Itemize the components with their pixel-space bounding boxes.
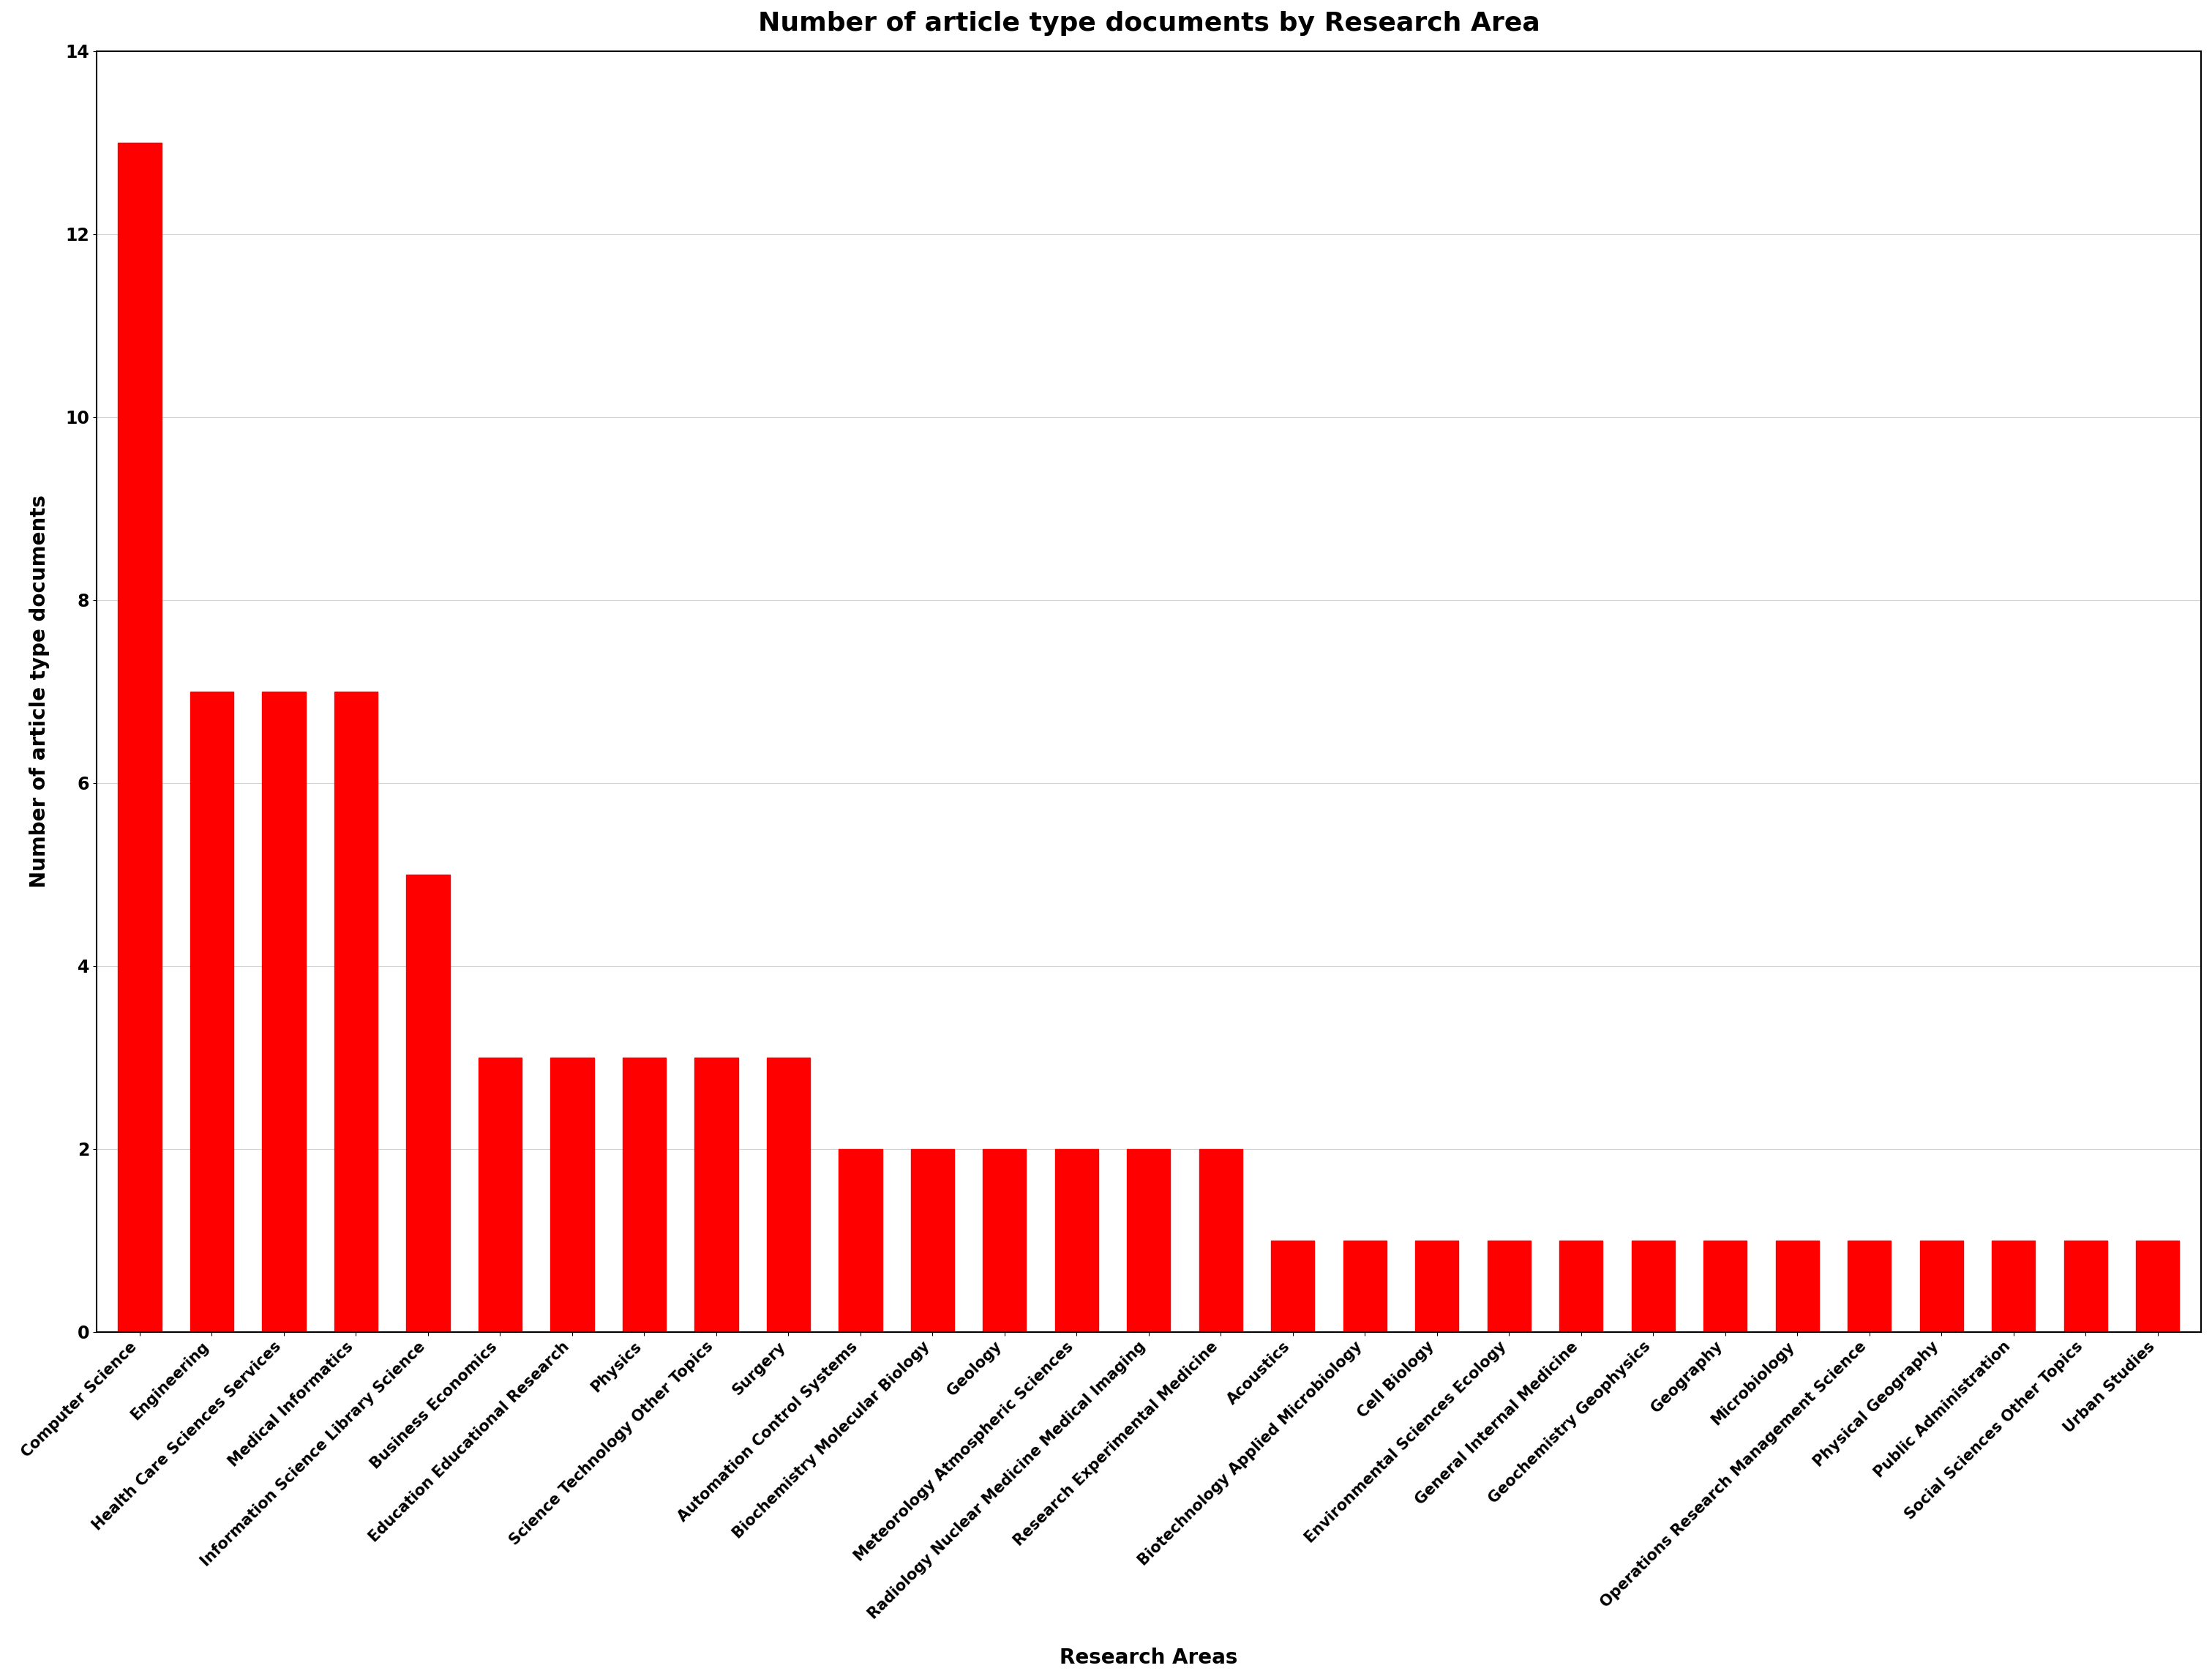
Bar <box>334 692 378 1331</box>
Title: Number of article type documents by Research Area: Number of article type documents by Rese… <box>759 12 1540 35</box>
Bar <box>478 1058 522 1331</box>
Bar <box>838 1148 883 1331</box>
Bar <box>1847 1241 1891 1331</box>
Bar <box>551 1058 593 1331</box>
Bar <box>1703 1241 1747 1331</box>
Bar <box>695 1058 739 1331</box>
Bar <box>1128 1148 1170 1331</box>
Bar <box>768 1058 810 1331</box>
Bar <box>2064 1241 2108 1331</box>
Bar <box>1632 1241 1674 1331</box>
Bar <box>117 143 161 1331</box>
Bar <box>982 1148 1026 1331</box>
Y-axis label: Number of article type documents: Number of article type documents <box>29 495 51 888</box>
X-axis label: Research Areas: Research Areas <box>1060 1647 1239 1667</box>
Bar <box>263 692 305 1331</box>
Bar <box>190 692 234 1331</box>
Bar <box>911 1148 953 1331</box>
Bar <box>1272 1241 1314 1331</box>
Bar <box>407 875 449 1331</box>
Bar <box>1416 1241 1458 1331</box>
Bar <box>1486 1241 1531 1331</box>
Bar <box>1920 1241 1964 1331</box>
Bar <box>2137 1241 2179 1331</box>
Bar <box>1776 1241 1818 1331</box>
Bar <box>622 1058 666 1331</box>
Bar <box>1199 1148 1243 1331</box>
Bar <box>1055 1148 1099 1331</box>
Bar <box>1559 1241 1604 1331</box>
Bar <box>1993 1241 2035 1331</box>
Bar <box>1343 1241 1387 1331</box>
